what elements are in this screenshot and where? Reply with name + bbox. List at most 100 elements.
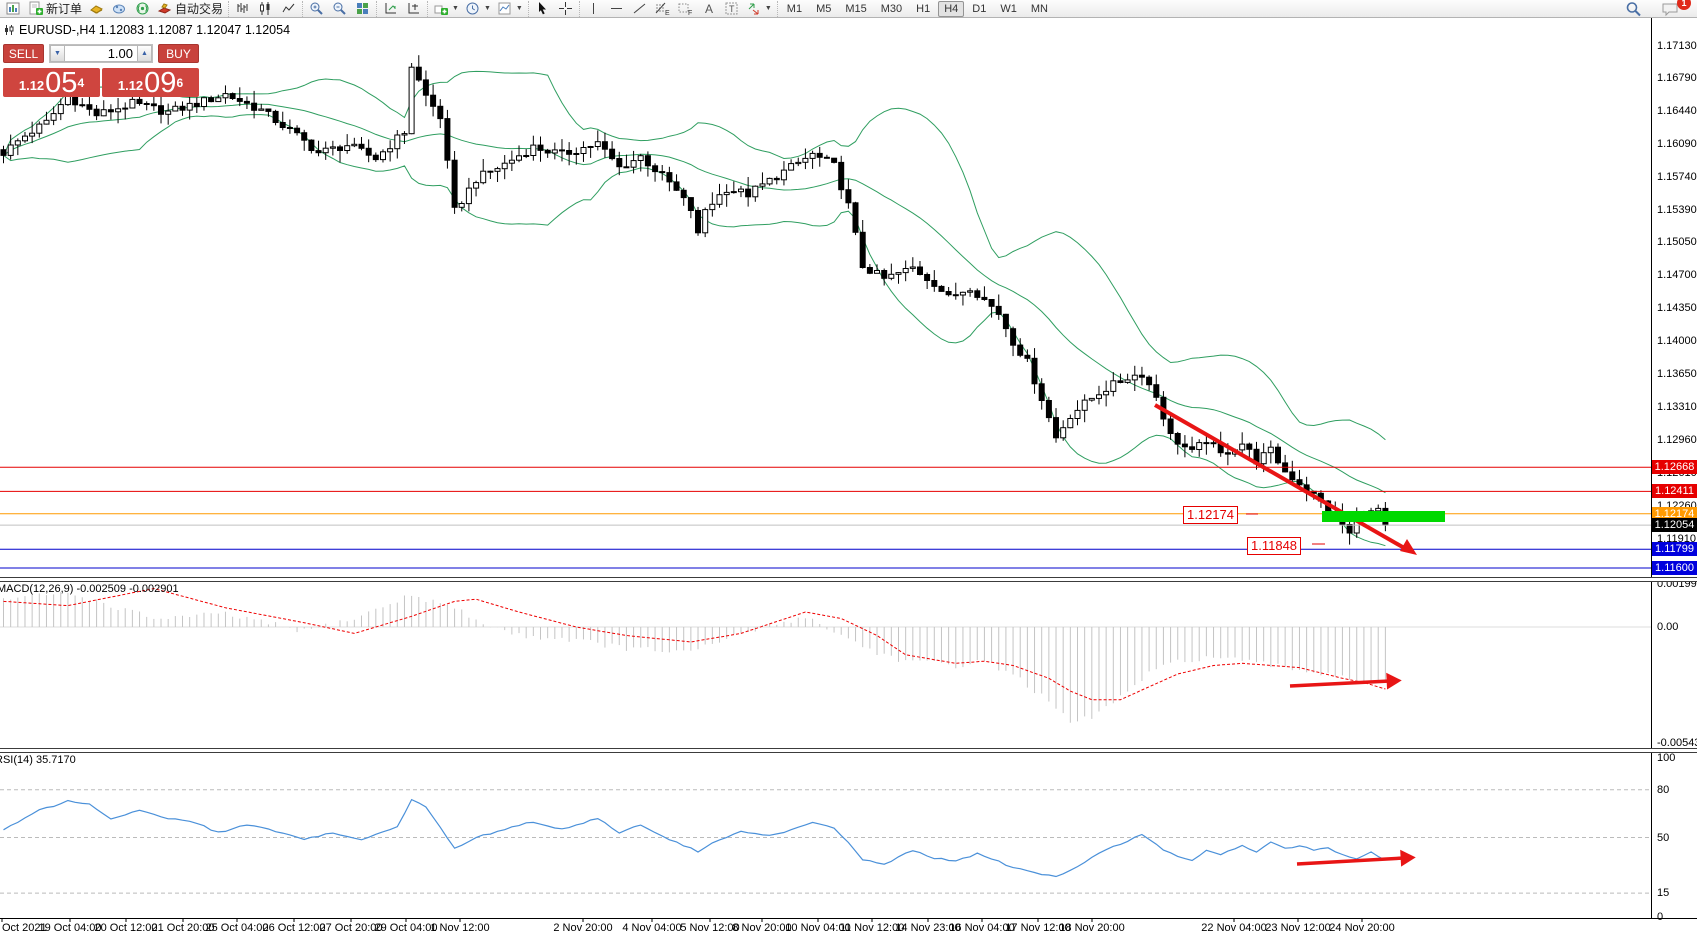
price-tick-1.15740: 1.15740: [1657, 171, 1697, 183]
template-icon[interactable]: ▼: [495, 1, 525, 17]
timeframe-M30[interactable]: M30: [880, 2, 903, 15]
time-tick: 14 Nov 23:00: [895, 922, 961, 934]
signals-icon[interactable]: [132, 1, 153, 17]
time-tick: 29 Oct 04:00: [374, 922, 438, 934]
timeframe-M15[interactable]: M15: [845, 2, 867, 15]
new-order-label: 新订单: [46, 2, 83, 16]
time-tick: Oct 2021: [2, 922, 47, 934]
macd-tick-0.00: 0.00: [1657, 621, 1679, 633]
rsi-tick-15: 15: [1657, 887, 1670, 899]
price-badge-1.11799: 1.11799: [1652, 542, 1697, 556]
timeframe-M5[interactable]: M5: [816, 2, 832, 15]
price-tick-1.13310: 1.13310: [1657, 401, 1697, 413]
candlestick-mode-icon[interactable]: [255, 1, 276, 17]
chart-profile-icon[interactable]: [86, 1, 107, 17]
search-icon[interactable]: [1623, 1, 1645, 17]
bar-chart-mode-icon[interactable]: [232, 1, 253, 17]
sell-price[interactable]: 1.12 05 4: [3, 68, 100, 97]
price-tick-1.16090: 1.16090: [1657, 138, 1697, 150]
svg-text:T: T: [729, 4, 735, 14]
price-tick-1.14350: 1.14350: [1657, 302, 1697, 314]
period-clock-icon[interactable]: ▼: [463, 1, 493, 17]
main-price-pane[interactable]: [0, 55, 1651, 569]
time-tick: 22 Nov 04:00: [1201, 922, 1267, 934]
add-indicator-caret[interactable]: ▼: [452, 5, 459, 12]
macd-tick--0.005433: -0.005433: [1657, 737, 1697, 749]
vertical-line-tool-icon[interactable]: [583, 1, 604, 17]
grid-tool-icon[interactable]: F: [675, 1, 696, 17]
volume-input[interactable]: 1.00: [65, 45, 137, 62]
auto-trading-button[interactable]: 自动交易: [155, 1, 225, 17]
volume-increase-button[interactable]: ▲: [137, 45, 152, 62]
rsi-tick-0: 0: [1657, 911, 1664, 923]
notifications-icon[interactable]: 1: [1659, 0, 1691, 17]
price-tag-1-11848[interactable]: 1.11848: [1247, 537, 1302, 555]
price-tick-1.15390: 1.15390: [1657, 204, 1697, 216]
time-tick: 18 Nov 20:00: [1059, 922, 1125, 934]
period-caret[interactable]: ▼: [483, 5, 491, 12]
auto-scroll-icon[interactable]: [403, 1, 424, 17]
timeframe-MN[interactable]: MN: [1030, 2, 1048, 15]
timeframe-H1[interactable]: H1: [916, 2, 931, 15]
bollinger-upper-band: [3, 70, 1386, 441]
chart-window-icon: [5, 25, 14, 35]
time-tick: 8 Nov 20:00: [732, 922, 792, 934]
price-tick-1.14000: 1.14000: [1657, 335, 1697, 347]
macd-indicator-label: MACD(12,26,9) -0.002509 -0.002901: [0, 583, 179, 595]
zoom-in-icon[interactable]: [306, 1, 327, 17]
market-watch-icon[interactable]: [109, 1, 130, 17]
timeframe-D1[interactable]: D1: [972, 2, 987, 15]
buy-price-main: 1.12: [117, 78, 144, 93]
horizontal-line-tool-icon[interactable]: [606, 1, 627, 17]
text-label-tool-icon[interactable]: T: [721, 1, 742, 17]
timeframe-W1[interactable]: W1: [1000, 2, 1017, 15]
buy-button[interactable]: BUY: [158, 44, 199, 63]
sell-button[interactable]: SELL: [3, 44, 44, 63]
time-tick: 11 Nov 12:00: [839, 922, 905, 934]
rsi-line: [3, 798, 1386, 878]
zoom-out-icon[interactable]: [329, 1, 350, 17]
sell-price-big: 05: [45, 68, 78, 98]
new-chart-icon[interactable]: [3, 1, 24, 17]
price-tick-1.16440: 1.16440: [1657, 105, 1697, 117]
trendline-tool-icon[interactable]: [629, 1, 650, 17]
new-order-button[interactable]: 新订单: [26, 1, 84, 17]
shapes-caret[interactable]: ▼: [764, 5, 772, 12]
sell-price-main: 1.12: [18, 78, 45, 93]
main-toolbar: 新订单 自动交易: [0, 0, 1697, 18]
timeframe-H4[interactable]: H4: [938, 0, 965, 17]
rsi-indicator-label: RSI(14) 35.7170: [0, 754, 76, 766]
downtrend-line[interactable]: [1154, 403, 1407, 551]
macd-pane[interactable]: [0, 587, 1651, 723]
notification-count-badge: 1: [1677, 0, 1691, 10]
svg-text:A: A: [705, 2, 713, 16]
rsi-pane[interactable]: [0, 789, 1651, 894]
arrange-charts-icon[interactable]: [380, 1, 401, 17]
time-tick: 21 Oct 20:00: [151, 922, 215, 934]
shapes-tool-icon[interactable]: ▼: [744, 1, 774, 17]
text-tool-icon[interactable]: A: [698, 1, 719, 17]
green-entry-zone[interactable]: [1322, 511, 1445, 522]
add-indicator-icon[interactable]: ▼: [431, 1, 461, 17]
tile-windows-icon[interactable]: [352, 1, 373, 17]
crosshair-icon[interactable]: [555, 1, 576, 17]
pane-separator-macd[interactable]: [0, 577, 1697, 582]
line-chart-mode-icon[interactable]: [278, 1, 299, 17]
chart-title: EURUSD-,H4 1.12083 1.12087 1.12047 1.120…: [4, 23, 290, 37]
buy-price-big: 09: [144, 68, 177, 98]
price-tag-1-12174[interactable]: 1.12174: [1183, 506, 1238, 524]
time-tick: 20 Oct 12:00: [94, 922, 158, 934]
time-tick: 19 Oct 04:00: [38, 922, 102, 934]
volume-decrease-button[interactable]: ▼: [50, 45, 65, 62]
fibonacci-tool-icon[interactable]: E: [652, 1, 673, 17]
pane-separator-rsi[interactable]: [0, 748, 1697, 753]
template-caret[interactable]: ▼: [515, 5, 523, 12]
buy-price[interactable]: 1.12 09 6: [102, 68, 199, 97]
volume-control: ▼ 1.00 ▲: [49, 44, 153, 63]
time-tick: 10 Nov 04:00: [785, 922, 851, 934]
timeframe-M1[interactable]: M1: [786, 2, 803, 15]
cursor-icon[interactable]: [532, 1, 553, 17]
time-tick: 25 Oct 04:00: [205, 922, 269, 934]
